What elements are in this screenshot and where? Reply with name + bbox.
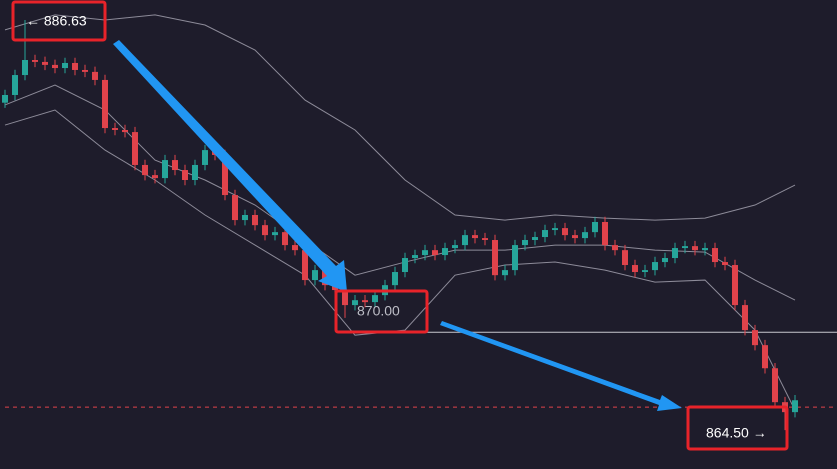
trend-arrows xyxy=(113,40,682,411)
candle-body xyxy=(542,230,548,238)
candle-body xyxy=(62,62,68,69)
candle-body xyxy=(102,79,108,129)
candle-body xyxy=(82,69,88,72)
candle-body xyxy=(502,270,508,276)
candle-body xyxy=(242,214,248,221)
candle-body xyxy=(642,270,648,273)
candle-body xyxy=(122,129,128,133)
price-label: 864.50 → xyxy=(706,425,767,441)
candle-body xyxy=(152,175,158,179)
candle-body xyxy=(752,330,758,346)
candle-body xyxy=(162,160,168,179)
candle-body xyxy=(292,245,298,251)
highlight-box xyxy=(11,0,107,42)
candle-body xyxy=(452,245,458,249)
candle-body xyxy=(662,258,668,263)
candle-body xyxy=(172,160,178,171)
candle-body xyxy=(492,240,498,276)
candle-body xyxy=(252,214,258,226)
candle-body xyxy=(692,246,698,251)
candle-body xyxy=(562,228,568,236)
candle-body xyxy=(582,232,588,239)
candle-body xyxy=(682,246,688,249)
candle-body xyxy=(792,400,798,413)
candle-body xyxy=(302,250,308,281)
candle-body xyxy=(762,345,768,369)
candle-body xyxy=(532,237,538,241)
candle-body xyxy=(712,248,718,263)
price-label: 870.00 xyxy=(357,303,400,319)
candle-body xyxy=(282,232,288,246)
candle-body xyxy=(672,248,678,259)
candle-body xyxy=(592,221,598,233)
candle-body xyxy=(572,235,578,239)
candle-body xyxy=(402,258,408,273)
band-line xyxy=(4,109,796,411)
candle-body xyxy=(392,272,398,286)
arrow xyxy=(113,40,347,292)
candle-body xyxy=(22,60,28,76)
candle-body xyxy=(472,235,478,239)
highlight-box xyxy=(334,289,429,334)
candle-body xyxy=(72,62,78,70)
candle-body xyxy=(112,128,118,130)
candle-body xyxy=(92,71,98,80)
candle-body xyxy=(552,228,558,231)
candle-body xyxy=(482,238,488,241)
candle-body xyxy=(352,300,358,306)
candle-body xyxy=(132,132,138,165)
candle-body xyxy=(412,255,418,259)
candle-body xyxy=(332,285,338,291)
candle-body xyxy=(652,262,658,271)
candle-body xyxy=(462,235,468,246)
candle-body xyxy=(432,250,438,256)
candle-body xyxy=(142,164,148,176)
candle-body xyxy=(622,250,628,266)
candle-body xyxy=(12,75,18,95)
arrow xyxy=(440,321,682,411)
candle-body xyxy=(732,265,738,306)
candle-body xyxy=(362,300,368,303)
candle-body xyxy=(222,154,228,196)
candle-body xyxy=(702,248,708,251)
plot-area xyxy=(2,14,837,431)
candle-body xyxy=(372,295,378,303)
candle-body xyxy=(722,262,728,266)
candle-body xyxy=(182,170,188,181)
candle-body xyxy=(612,245,618,251)
candle-body xyxy=(742,305,748,331)
candle-body xyxy=(522,240,528,246)
highlight-box xyxy=(686,405,789,451)
candle-body xyxy=(342,290,348,306)
annotation-boxes: ← 886.63 870.00 864.50 → xyxy=(11,0,789,451)
candle-body xyxy=(422,250,428,256)
candle-body xyxy=(262,225,268,236)
candle-body xyxy=(312,270,318,281)
price-label: ← 886.63 xyxy=(26,13,87,29)
candle-body xyxy=(442,248,448,256)
candle-body xyxy=(272,232,278,236)
candle-body xyxy=(32,60,38,62)
candle-body xyxy=(602,221,608,246)
candle-body xyxy=(192,164,198,181)
candle-body xyxy=(512,245,518,271)
candle-body xyxy=(772,368,778,403)
band-line xyxy=(4,14,796,221)
candle-body xyxy=(202,150,208,165)
candle-body xyxy=(232,195,238,221)
candle-body xyxy=(42,61,48,65)
candle-body xyxy=(632,265,638,273)
candle-body xyxy=(2,94,8,103)
candle-body xyxy=(52,64,58,69)
